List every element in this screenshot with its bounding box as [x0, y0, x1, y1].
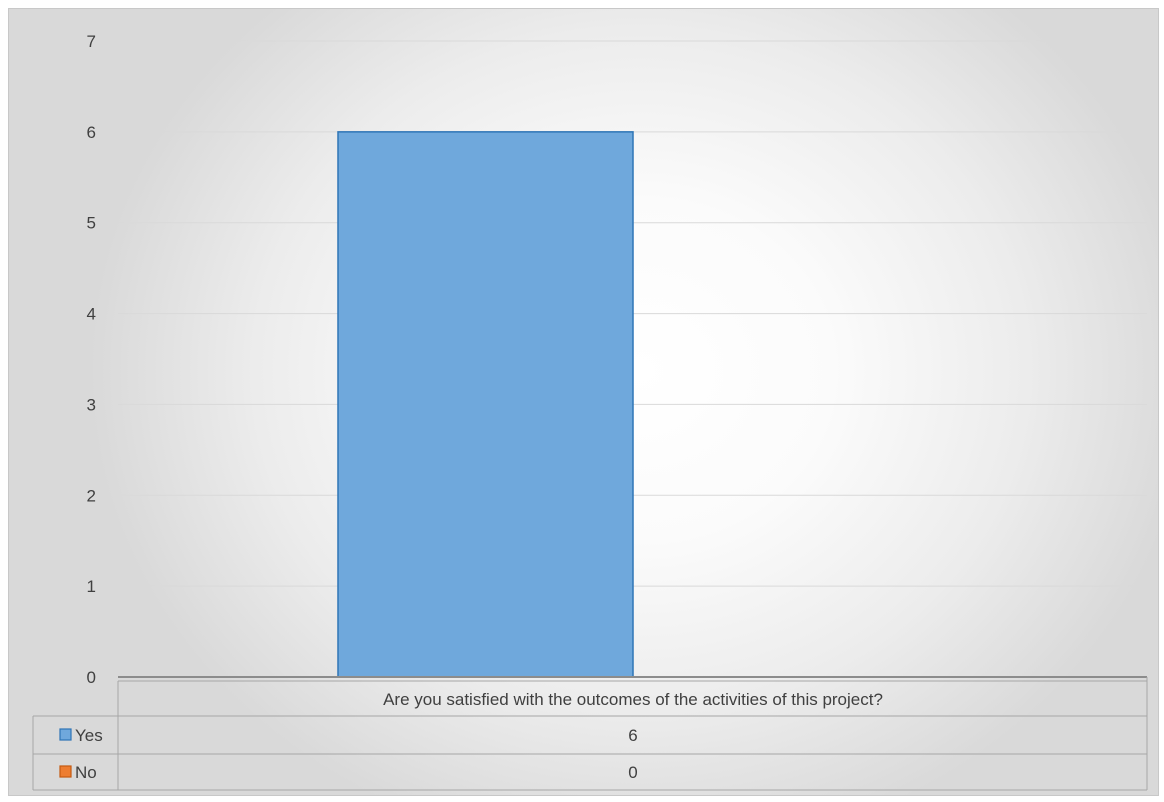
y-tick-label: 4	[87, 305, 96, 324]
y-tick-label: 5	[87, 214, 96, 233]
y-tick-label: 2	[87, 486, 96, 505]
y-tick-label: 1	[87, 577, 96, 596]
table-value-yes: 6	[628, 726, 637, 745]
category-label: Are you satisfied with the outcomes of t…	[383, 690, 883, 709]
bar-yes	[337, 131, 634, 678]
legend-swatch-yes	[59, 728, 72, 741]
legend-swatch-no	[59, 765, 72, 778]
bars	[337, 131, 634, 678]
y-tick-label: 7	[87, 32, 96, 51]
legend-label-yes: Yes	[75, 726, 103, 745]
data-table: Are you satisfied with the outcomes of t…	[32, 676, 1148, 791]
legend-label-no: No	[75, 763, 97, 782]
y-tick-label: 3	[87, 395, 96, 414]
y-axis-ticks: 0 1 2 3 4 5 6 7	[87, 32, 96, 687]
y-tick-label: 0	[87, 668, 96, 687]
table-value-no: 0	[628, 763, 637, 782]
y-tick-label: 6	[87, 123, 96, 142]
